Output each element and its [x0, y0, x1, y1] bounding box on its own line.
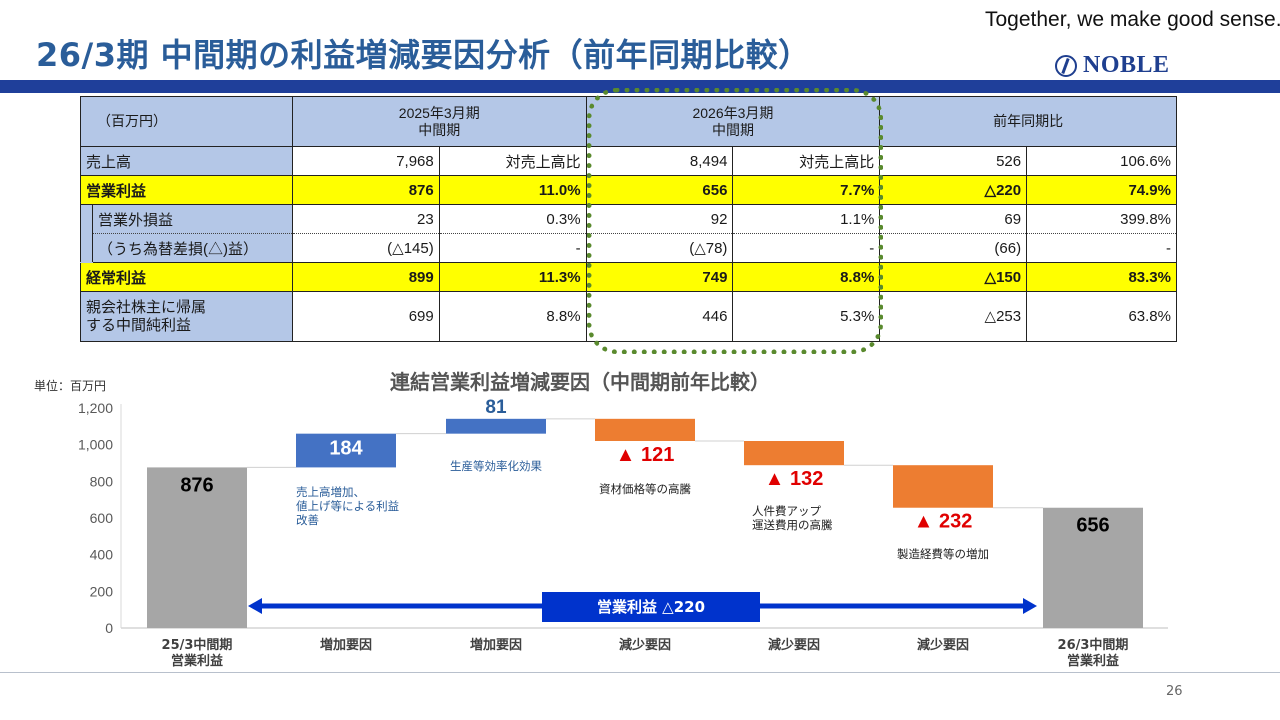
table-cell: 8,494: [585, 146, 734, 176]
x-category-label: 減少要因: [917, 637, 969, 653]
y-tick-label: 1,000: [78, 437, 113, 453]
table-cell: 92: [585, 204, 734, 234]
x-category-label: 減少要因: [768, 637, 820, 653]
row-label: 売上高: [80, 146, 293, 176]
table-row-sales: 売上高 7,968 対売上高比 8,494 対売上高比 526 106.6%: [80, 146, 1177, 176]
header-fy2026: 2026年3月期 中間期: [585, 96, 881, 147]
waterfall-bar: [595, 418, 695, 441]
arrow-right-head-icon: [1023, 598, 1037, 614]
y-tick-label: 0: [105, 620, 113, 636]
table-cell: △253: [879, 291, 1028, 342]
table-row-net-income: 親会社株主に帰属 する中間純利益 699 8.8% 446 5.3% △253 6…: [80, 291, 1177, 342]
table-cell: 699: [291, 291, 440, 342]
row-label: 経常利益: [80, 262, 293, 292]
table-header-row: （百万円） 2025年3月期 中間期 2026年3月期 中間期 前年同期比: [80, 96, 1177, 147]
chart-unit-label: 単位：百万円: [34, 379, 107, 393]
footer-divider: [0, 672, 1280, 673]
row-label: 営業利益: [80, 175, 293, 205]
bar-value-label: ▲ 232: [914, 511, 973, 533]
difference-label-box: [542, 592, 760, 622]
table-row-operating-profit: 営業利益 876 11.0% 656 7.7% △220 74.9%: [80, 175, 1177, 205]
table-cell: -: [438, 233, 587, 263]
factor-annotation: 製造経費等の増加: [897, 547, 989, 561]
arrow-left-head-icon: [248, 598, 262, 614]
table-cell: 63.8%: [1026, 291, 1177, 342]
bar-value-label: 184: [329, 438, 363, 460]
table-cell: 749: [585, 262, 734, 292]
unit-header: （百万円）: [80, 96, 293, 147]
x-category-label: 増加要因: [470, 637, 522, 653]
y-tick-label: 400: [90, 547, 114, 563]
table-cell: 399.8%: [1026, 204, 1177, 234]
x-category-label: 増加要因: [320, 637, 372, 653]
x-category-label: 25/3中間期営業利益: [162, 637, 233, 669]
company-logo: NOBLE: [1055, 52, 1170, 79]
table-cell: 11.3%: [438, 262, 587, 292]
waterfall-bar: [446, 418, 546, 434]
table-cell: 5.3%: [732, 291, 881, 342]
table-cell: (66): [879, 233, 1028, 263]
y-tick-label: 200: [90, 583, 114, 599]
header-divider: [0, 80, 1280, 93]
table-cell: 0.3%: [438, 204, 587, 234]
waterfall-bar: [744, 441, 844, 466]
bar-value-label: 656: [1076, 515, 1109, 537]
table-cell: 11.0%: [438, 175, 587, 205]
logo-text: NOBLE: [1083, 52, 1170, 78]
table-cell: 7.7%: [732, 175, 881, 205]
chart-title: 連結営業利益増減要因（中間期前年比較）: [390, 370, 770, 394]
bar-value-label: ▲ 121: [616, 444, 675, 466]
waterfall-bar: [893, 465, 993, 508]
table-row-non-operating: 営業外損益 23 0.3% 92 1.1% 69 399.8%: [80, 204, 1177, 263]
table-cell: 876: [291, 175, 440, 205]
row-label: 営業外損益: [91, 204, 293, 234]
waterfall-bar: [296, 433, 396, 468]
row-label: 親会社株主に帰属 する中間純利益: [80, 291, 293, 342]
table-cell: 23: [291, 204, 440, 234]
factor-annotation: 売上高増加、値上げ等による利益改善: [296, 485, 399, 527]
bar-value-label: ▲ 132: [765, 468, 824, 490]
table-cell: 656: [585, 175, 734, 205]
table-cell: 対売上高比: [732, 146, 881, 176]
noble-logo-icon: [1055, 54, 1077, 77]
bar-value-label: 81: [485, 397, 507, 418]
table-cell: (△145): [291, 233, 440, 263]
y-tick-label: 600: [90, 510, 114, 526]
factor-annotation: 生産等効率化効果: [450, 459, 542, 473]
table-cell: 69: [879, 204, 1028, 234]
waterfall-bar: [147, 467, 247, 628]
table-cell: 446: [585, 291, 734, 342]
table-cell: 7,968: [291, 146, 440, 176]
page-number: 26: [1166, 684, 1183, 699]
table-cell: 8.8%: [438, 291, 587, 342]
y-tick-label: 1,200: [78, 400, 113, 416]
difference-label: 営業利益 △220: [597, 598, 705, 616]
table-row-ordinary-profit: 経常利益 899 11.3% 749 8.8% △150 83.3%: [80, 262, 1177, 292]
table-cell: 526: [879, 146, 1028, 176]
table-cell: 1.1%: [732, 204, 881, 234]
table-cell: 899: [291, 262, 440, 292]
table-cell: 106.6%: [1026, 146, 1177, 176]
table-cell: △220: [879, 175, 1028, 205]
row-label: （うち為替差損(△)益）: [91, 233, 293, 263]
company-tagline: Together, we make good sense.: [985, 8, 1280, 31]
table-cell: 8.8%: [732, 262, 881, 292]
table-cell: (△78): [585, 233, 734, 263]
factor-annotation: 資材価格等の高騰: [599, 482, 691, 496]
bar-value-label: 876: [180, 474, 213, 496]
y-tick-label: 800: [90, 473, 114, 489]
financial-table: （百万円） 2025年3月期 中間期 2026年3月期 中間期 前年同期比 売上高 …: [80, 96, 1177, 342]
header-fy2025: 2025年3月期 中間期: [291, 96, 587, 147]
table-cell: 83.3%: [1026, 262, 1177, 292]
table-cell: 対売上高比: [438, 146, 587, 176]
x-category-label: 26/3中間期営業利益: [1058, 637, 1129, 669]
waterfall-bar: [1043, 507, 1143, 628]
x-category-label: 減少要因: [619, 637, 671, 653]
factor-annotation: 人件費アップ運送費用の高騰: [752, 504, 833, 532]
table-cell: △150: [879, 262, 1028, 292]
page-title: 26/3期 中間期の利益増減要因分析（前年同期比較）: [36, 36, 811, 74]
